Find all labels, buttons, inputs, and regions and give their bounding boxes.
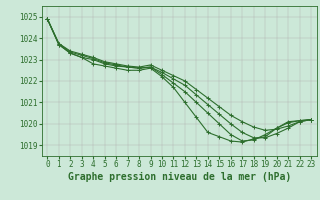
X-axis label: Graphe pression niveau de la mer (hPa): Graphe pression niveau de la mer (hPa) [68, 172, 291, 182]
